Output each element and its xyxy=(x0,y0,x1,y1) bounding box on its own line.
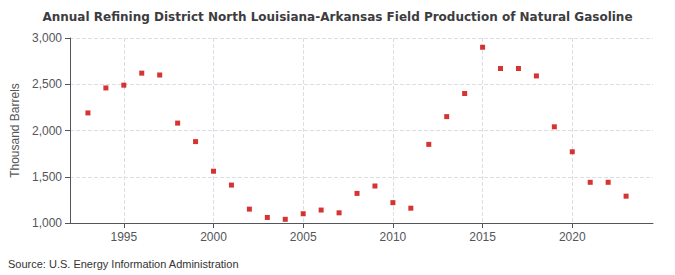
svg-text:2015: 2015 xyxy=(469,230,496,244)
svg-text:Thousand Barrels: Thousand Barrels xyxy=(8,83,22,178)
svg-text:2,000: 2,000 xyxy=(32,124,62,138)
svg-text:Annual Refining District North: Annual Refining District North Louisiana… xyxy=(42,10,632,24)
svg-text:2005: 2005 xyxy=(290,230,317,244)
svg-text:2,500: 2,500 xyxy=(32,77,62,91)
svg-text:3,000: 3,000 xyxy=(32,31,62,45)
svg-text:1,000: 1,000 xyxy=(32,216,62,230)
svg-text:2010: 2010 xyxy=(380,230,407,244)
svg-text:2020: 2020 xyxy=(559,230,586,244)
svg-text:2000: 2000 xyxy=(200,230,227,244)
svg-text:1,500: 1,500 xyxy=(32,170,62,184)
svg-text:1995: 1995 xyxy=(110,230,137,244)
svg-text:Source: U.S. Energy Informatio: Source: U.S. Energy Information Administ… xyxy=(8,258,239,270)
